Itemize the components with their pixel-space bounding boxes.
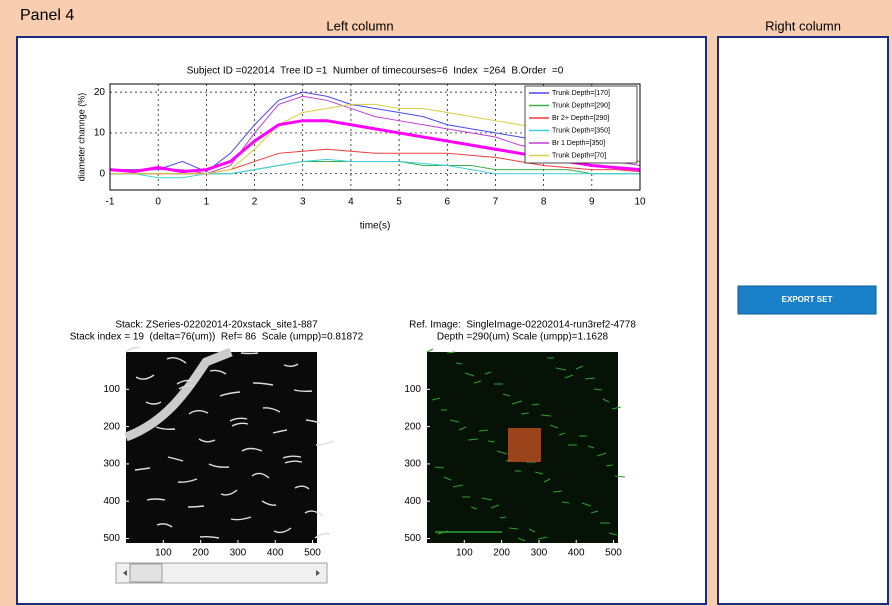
- legend-label: Br 1 Depth=[350]: [552, 140, 605, 147]
- y-tick-label: 300: [404, 459, 421, 470]
- scroll-thumb[interactable]: [130, 564, 162, 582]
- column-title: Left column: [326, 18, 393, 33]
- chart-title: Subject ID =022014 Tree ID =1 Number of …: [187, 66, 564, 77]
- image: [126, 352, 317, 543]
- x-tick-label: 100: [155, 548, 172, 559]
- y-tick-label: 200: [103, 421, 120, 432]
- y-tick-label: 400: [404, 496, 421, 507]
- x-tick-label: 400: [568, 548, 585, 559]
- x-tick-label: 300: [230, 548, 247, 559]
- x-tick-label: 7: [493, 197, 499, 208]
- x-tick-label: -1: [106, 197, 115, 208]
- y-tick-label: 100: [103, 384, 120, 395]
- y-tick-label: 100: [404, 384, 421, 395]
- legend-label: Trunk Depth=[350]: [552, 127, 610, 134]
- right-column: [718, 37, 888, 604]
- page: Panel 4 Left column Right column EXPORT …: [0, 0, 892, 606]
- y-tick-label: 500: [103, 533, 120, 544]
- export-button[interactable]: EXPORT SET: [738, 286, 876, 314]
- panel: Panel 4 Left column Right column EXPORT …: [0, 0, 892, 606]
- x-tick-label: 1: [204, 197, 210, 208]
- x-tick-label: 500: [605, 548, 622, 559]
- x-tick-label: 500: [304, 548, 321, 559]
- legend-label: Trunk Depth=[290]: [552, 102, 610, 109]
- x-tick-label: 400: [267, 548, 284, 559]
- x-tick-label: 5: [396, 197, 402, 208]
- x-tick-label: 2: [252, 197, 258, 208]
- x-tick-label: 6: [444, 197, 450, 208]
- image-title: Ref. Image: SingleImage-02202014-run3ref…: [409, 320, 636, 331]
- y-tick-label: 200: [404, 421, 421, 432]
- y-tick-label: 0: [99, 168, 105, 179]
- legend-label: Trunk Depth=[170]: [552, 90, 610, 97]
- image-title: Stack: ZSeries-02202014-20xstack_site1-8…: [115, 320, 318, 331]
- x-tick-label: 8: [541, 197, 547, 208]
- scrollbar[interactable]: [116, 563, 327, 583]
- x-tick-label: 10: [634, 197, 646, 208]
- y-tick-label: 500: [404, 533, 421, 544]
- image-title: Depth =290(um) Scale (umpp)=1.1628: [437, 332, 609, 343]
- image-title: Stack index = 19 (delta=76(um)) Ref= 86 …: [70, 332, 364, 343]
- y-tick-label: 20: [94, 87, 106, 98]
- button-label[interactable]: EXPORT SET: [782, 295, 833, 304]
- legend-label: Br 2+ Depth=[290]: [552, 115, 609, 122]
- y-tick-label: 400: [103, 496, 120, 507]
- x-tick-label: 200: [192, 548, 209, 559]
- x-tick-label: 9: [589, 197, 595, 208]
- y-axis-label: diameter channge (%): [76, 93, 86, 182]
- x-tick-label: 0: [155, 197, 161, 208]
- y-tick-label: 10: [94, 128, 106, 139]
- x-tick-label: 4: [348, 197, 354, 208]
- panel-title: Panel 4: [20, 7, 74, 24]
- y-tick-label: 300: [103, 459, 120, 470]
- roi: [508, 428, 541, 462]
- x-tick-label: 100: [456, 548, 473, 559]
- x-tick-label: 300: [531, 548, 548, 559]
- capillary: [241, 353, 258, 354]
- x-tick-label: 200: [493, 548, 510, 559]
- x-tick-label: 3: [300, 197, 306, 208]
- column-title: Right column: [765, 18, 841, 33]
- x-axis-label: time(s): [360, 221, 391, 232]
- legend-label: Trunk Depth=[70]: [552, 152, 606, 159]
